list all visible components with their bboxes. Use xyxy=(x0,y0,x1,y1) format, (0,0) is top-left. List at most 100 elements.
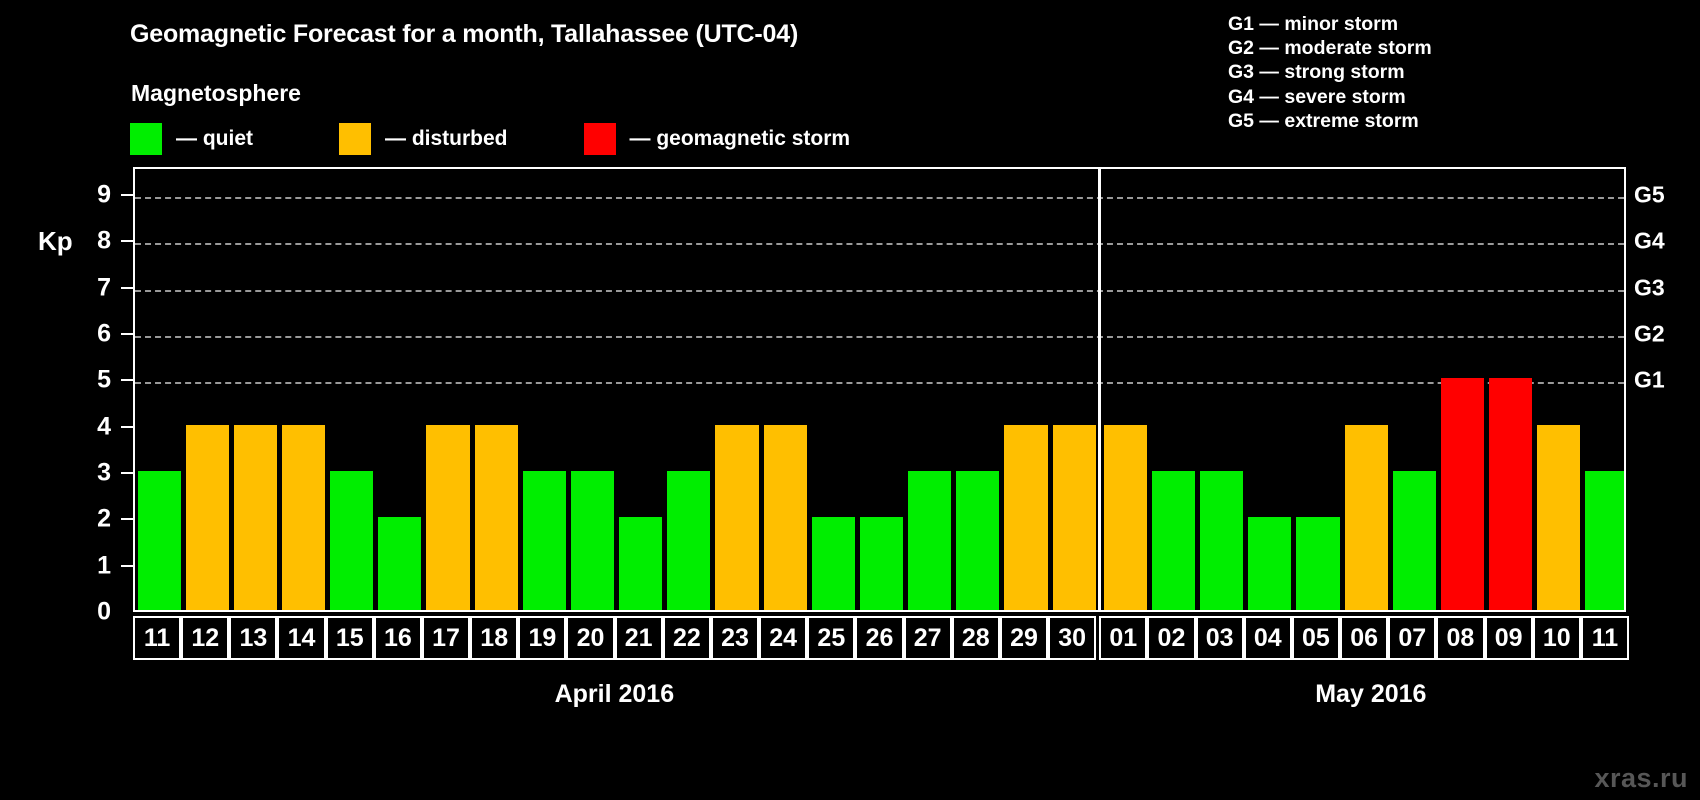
bar-april-16 xyxy=(378,517,422,610)
bar-april-30 xyxy=(1052,424,1096,610)
y-tick-mark-8 xyxy=(121,240,133,243)
storm-scale-g2: G2 — moderate storm xyxy=(1228,37,1432,60)
y-axis-right-gscale: G1 G2 G3 G4 G5 xyxy=(1630,167,1700,612)
day-label-april-20: 20 xyxy=(566,616,615,660)
bar-april-26 xyxy=(859,517,904,610)
gridline-kp-8 xyxy=(135,243,1624,246)
legend-label-disturbed: — disturbed xyxy=(385,127,508,150)
g-tick-label-g2: G2 xyxy=(1634,320,1665,347)
y-tick-mark-1 xyxy=(121,564,133,567)
bar-april-22 xyxy=(667,470,711,610)
day-label-may-11: 11 xyxy=(1580,616,1629,660)
day-label-april-22: 22 xyxy=(662,616,711,660)
month-label-may: May 2016 xyxy=(1315,680,1427,708)
y-tick-mark-3 xyxy=(121,471,133,474)
y-tick-label-9: 9 xyxy=(97,180,111,209)
bar-april-15 xyxy=(330,470,374,610)
month-divider xyxy=(1098,169,1102,610)
bar-april-11 xyxy=(137,470,181,610)
bar-may-03 xyxy=(1200,470,1244,610)
day-label-april-24: 24 xyxy=(759,616,808,660)
bar-april-29 xyxy=(1004,424,1048,610)
bar-may-05 xyxy=(1296,517,1340,610)
storm-scale-g5: G5 — extreme storm xyxy=(1228,109,1419,132)
day-label-april-18: 18 xyxy=(470,616,519,660)
bar-april-23 xyxy=(715,424,759,610)
storm-scale-g1: G1 — minor storm xyxy=(1228,13,1399,35)
y-axis-left: 0 1 2 3 4 5 6 7 8 9 xyxy=(0,167,133,624)
y-tick-mark-7 xyxy=(121,286,133,289)
gridline-kp-6 xyxy=(135,335,1624,338)
legend-swatch-quiet xyxy=(130,123,162,155)
y-tick-label-4: 4 xyxy=(97,412,111,441)
y-axis-title: Kp xyxy=(38,226,73,256)
day-label-april-14: 14 xyxy=(277,616,326,660)
gridline-kp-7 xyxy=(135,289,1624,292)
legend-item-storm: — geomagnetic storm xyxy=(583,123,851,155)
bar-april-27 xyxy=(908,470,952,610)
storm-scale-g3: G3 — strong storm xyxy=(1228,61,1405,84)
bar-april-25 xyxy=(811,517,855,610)
day-label-april-28: 28 xyxy=(951,616,1000,660)
bar-april-21 xyxy=(619,517,663,610)
bar-may-01 xyxy=(1103,424,1147,610)
day-label-may-04: 04 xyxy=(1243,616,1292,660)
watermark: xras.ru xyxy=(1594,763,1688,793)
day-label-april-29: 29 xyxy=(999,616,1049,660)
day-label-may-02: 02 xyxy=(1147,616,1196,660)
legend-swatch-storm xyxy=(583,123,616,155)
day-label-april-16: 16 xyxy=(373,616,422,660)
y-tick-label-2: 2 xyxy=(97,504,111,533)
y-tick-label-5: 5 xyxy=(97,365,111,394)
bar-series xyxy=(135,169,1624,610)
legend-item-quiet: — quiet xyxy=(130,123,253,155)
bar-april-12 xyxy=(185,424,229,610)
y-tick-label-0: 0 xyxy=(97,597,111,626)
day-label-april-21: 21 xyxy=(614,616,663,660)
legend-label-storm: — geomagnetic storm xyxy=(629,127,851,150)
bar-may-08 xyxy=(1440,378,1484,610)
gridline-kp-5 xyxy=(135,382,1624,385)
gridline-kp-9 xyxy=(135,196,1624,199)
y-tick-label-7: 7 xyxy=(97,273,111,302)
bar-april-13 xyxy=(233,424,277,610)
y-tick-label-8: 8 xyxy=(97,226,111,255)
bar-may-11 xyxy=(1585,470,1624,610)
y-tick-label-6: 6 xyxy=(97,319,111,348)
g-tick-label-g1: G1 xyxy=(1634,366,1665,393)
y-tick-label-1: 1 xyxy=(97,551,111,580)
plot-area xyxy=(133,167,1626,612)
day-label-april-26: 26 xyxy=(855,616,904,660)
bar-may-04 xyxy=(1248,517,1292,610)
storm-scale-g4: G4 — severe storm xyxy=(1228,85,1406,108)
legend-item-disturbed: — disturbed xyxy=(339,123,508,155)
day-label-may-01: 01 xyxy=(1099,616,1148,660)
day-label-may-07: 07 xyxy=(1388,616,1437,660)
bar-may-06 xyxy=(1344,424,1388,610)
bar-april-19 xyxy=(522,470,566,610)
g-tick-label-g5: G5 xyxy=(1634,181,1665,208)
y-tick-mark-9 xyxy=(121,193,133,196)
bar-may-02 xyxy=(1151,470,1196,610)
bar-april-14 xyxy=(281,424,326,610)
y-tick-mark-5 xyxy=(121,379,133,382)
magnetosphere-legend: — quiet — disturbed — geomagnetic storm xyxy=(130,123,850,155)
page-title: Geomagnetic Forecast for a month, Tallah… xyxy=(130,20,799,48)
day-label-april-11: 11 xyxy=(133,616,182,660)
day-label-may-09: 09 xyxy=(1484,616,1533,660)
y-tick-mark-6 xyxy=(121,332,133,335)
day-label-april-13: 13 xyxy=(229,616,278,660)
day-label-may-03: 03 xyxy=(1195,616,1244,660)
bar-april-28 xyxy=(956,470,1000,610)
day-label-april-17: 17 xyxy=(421,616,471,660)
legend-label-quiet: — quiet xyxy=(176,127,253,150)
bar-april-24 xyxy=(763,424,807,610)
bar-april-17 xyxy=(426,424,470,610)
month-label-april: April 2016 xyxy=(554,680,675,708)
bar-may-10 xyxy=(1537,424,1581,610)
bar-april-20 xyxy=(570,470,615,610)
g-tick-label-g3: G3 xyxy=(1634,274,1665,301)
storm-scale-legend: G1 — minor storm G2 — moderate storm G3 … xyxy=(1228,12,1432,133)
bar-may-07 xyxy=(1392,470,1436,610)
day-label-may-05: 05 xyxy=(1291,616,1341,660)
